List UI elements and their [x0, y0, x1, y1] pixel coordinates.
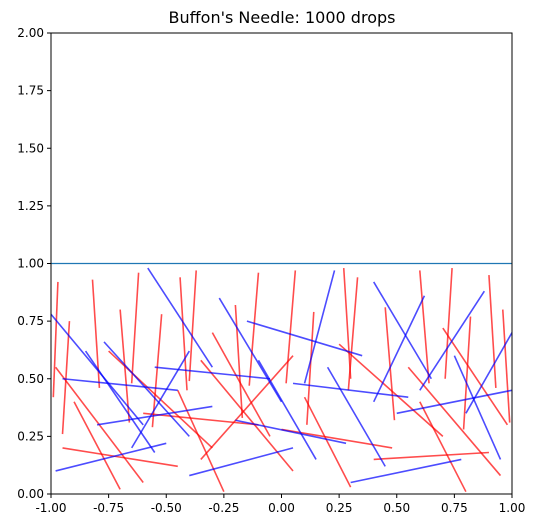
x-tick-label: 0.75	[441, 501, 468, 515]
needle-segment	[73, 401, 121, 490]
needle-segment	[62, 377, 178, 392]
needle-segment	[130, 272, 140, 384]
needle-segment	[285, 270, 297, 384]
chart-title: Buffon's Needle: 1000 drops	[169, 8, 396, 27]
needle-segment	[326, 366, 386, 467]
x-tick-label: 0.25	[326, 501, 353, 515]
x-tick-label: -0.75	[93, 501, 124, 515]
needle-segment	[151, 314, 163, 428]
needle-segment	[179, 277, 188, 391]
needle-segment	[55, 442, 167, 472]
needle-segment	[154, 366, 271, 380]
needle-segment	[51, 313, 144, 426]
x-tick-label: -0.25	[208, 501, 239, 515]
y-tick-label: 1.50	[17, 141, 44, 155]
x-tick-label: 0.50	[383, 501, 410, 515]
needle-segment	[338, 343, 444, 437]
x-tick-label: 0.00	[268, 501, 295, 515]
x-tick-label: 1.00	[499, 501, 526, 515]
needle-segment	[303, 396, 352, 488]
needle-segment	[373, 451, 489, 461]
needle-segment	[444, 268, 453, 379]
needle-segment	[96, 405, 213, 426]
y-tick-label: 2.00	[17, 26, 44, 40]
y-tick-label: 0.25	[17, 429, 44, 443]
needle-segment	[419, 270, 430, 384]
needle-segment	[488, 274, 497, 389]
needle-segment	[103, 341, 190, 437]
needle-segment	[211, 332, 271, 437]
needle-segment	[501, 309, 511, 423]
y-tick-label: 1.75	[17, 84, 44, 98]
needle-segment	[419, 401, 467, 493]
needle-segment	[84, 350, 156, 453]
needle-segment	[177, 389, 225, 493]
x-axis: -1.00 -0.75 -0.50 -0.25 0.00 0.25 0.50 0.75 1.00	[35, 494, 525, 515]
y-tick-label: 1.00	[17, 257, 44, 271]
needle-segment	[465, 332, 512, 414]
needles-layer	[51, 267, 512, 493]
needle-segment	[246, 320, 363, 357]
needle-segment	[350, 458, 462, 484]
y-tick-label: 1.25	[17, 199, 44, 213]
needle-segment	[303, 270, 336, 384]
needle-segment	[189, 447, 294, 477]
needle-segment	[347, 277, 359, 391]
y-tick-label: 0.00	[17, 487, 44, 501]
needle-segment	[453, 355, 502, 460]
needle-segment	[342, 268, 352, 379]
needle-segment	[61, 321, 71, 435]
needle-segment	[188, 270, 198, 382]
needle-segment	[234, 304, 244, 418]
needle-segment	[257, 359, 317, 460]
needle-segment	[218, 297, 283, 403]
needle-segment	[372, 295, 426, 403]
needle-segment	[235, 419, 347, 445]
needle-segment	[143, 412, 259, 426]
y-axis: 0.00 0.25 0.50 0.75 1.00 1.25 1.50 1.75 2.00	[17, 26, 51, 501]
needle-segment	[306, 311, 315, 425]
needle-segment	[373, 281, 433, 380]
x-tick-label: -0.50	[151, 501, 182, 515]
needle-segment	[62, 447, 178, 468]
needle-segment	[462, 316, 472, 430]
needle-segment	[200, 355, 294, 460]
needle-segment	[384, 307, 396, 421]
needle-segment	[147, 267, 214, 368]
y-tick-label: 0.50	[17, 372, 44, 386]
x-tick-label: -1.00	[35, 501, 66, 515]
y-tick-label: 0.75	[17, 314, 44, 328]
needle-segment	[248, 272, 260, 386]
needle-segment	[52, 281, 59, 398]
needle-segment	[396, 389, 512, 415]
needle-segment	[292, 382, 409, 398]
needle-segment	[419, 290, 486, 391]
needle-segment	[442, 327, 509, 426]
